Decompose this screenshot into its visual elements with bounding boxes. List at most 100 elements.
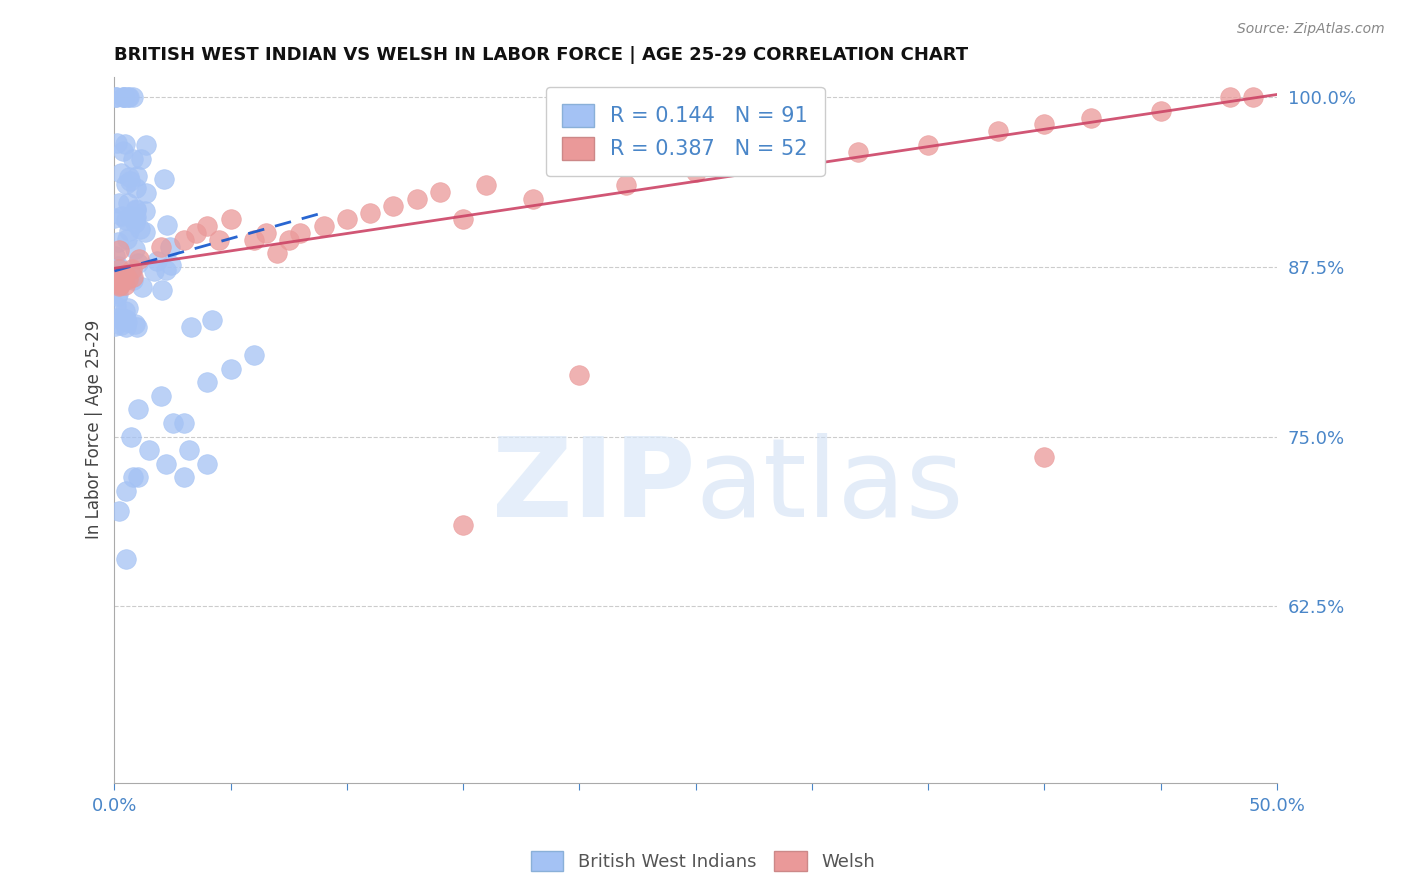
Point	[800, 151, 823, 165]
Point	[149, 239, 172, 253]
Point	[105, 289, 128, 303]
Point	[1219, 90, 1241, 104]
Point	[987, 124, 1010, 138]
Point	[155, 263, 177, 277]
Point	[124, 216, 146, 230]
Point	[117, 90, 139, 104]
Point	[475, 178, 498, 193]
Point	[114, 271, 136, 285]
Point	[197, 219, 219, 234]
Point	[754, 158, 776, 172]
Point	[121, 261, 143, 276]
Point	[114, 136, 136, 151]
Point	[150, 284, 173, 298]
Point	[290, 226, 312, 240]
Point	[254, 226, 277, 240]
Point	[127, 402, 149, 417]
Point	[103, 211, 125, 225]
Point	[1033, 450, 1056, 464]
Point	[219, 361, 242, 376]
Point	[111, 311, 134, 326]
Point	[197, 376, 219, 390]
Point	[105, 310, 128, 325]
Point	[145, 254, 167, 268]
Point	[124, 211, 146, 225]
Point	[122, 152, 145, 166]
Y-axis label: In Labor Force | Age 25-29: In Labor Force | Age 25-29	[86, 320, 103, 540]
Point	[112, 90, 135, 104]
Point	[127, 256, 149, 270]
Point	[201, 313, 224, 327]
Point	[114, 277, 136, 292]
Point	[122, 270, 145, 285]
Point	[135, 138, 157, 153]
Point	[451, 212, 474, 227]
Point	[173, 416, 195, 430]
Point	[127, 470, 149, 484]
Point	[120, 267, 142, 281]
Point	[104, 90, 127, 104]
Point	[1149, 103, 1171, 118]
Point	[266, 246, 288, 260]
Point	[173, 470, 195, 484]
Point	[685, 165, 707, 179]
Point	[118, 170, 141, 185]
Point	[115, 320, 138, 334]
Text: Source: ZipAtlas.com: Source: ZipAtlas.com	[1237, 22, 1385, 37]
Point	[115, 551, 138, 566]
Point	[917, 137, 939, 152]
Point	[125, 180, 148, 194]
Point	[107, 287, 129, 301]
Point	[108, 262, 131, 277]
Point	[111, 144, 134, 158]
Point	[127, 169, 149, 183]
Point	[336, 212, 359, 227]
Point	[112, 90, 135, 104]
Point	[107, 278, 129, 293]
Point	[138, 443, 160, 458]
Point	[117, 272, 139, 286]
Point	[219, 212, 242, 227]
Point	[114, 267, 136, 281]
Point	[118, 209, 141, 223]
Point	[197, 457, 219, 471]
Point	[846, 145, 869, 159]
Point	[115, 483, 138, 498]
Point	[149, 389, 172, 403]
Point	[1243, 90, 1265, 104]
Point	[129, 222, 152, 236]
Point	[104, 90, 127, 104]
Point	[177, 443, 200, 458]
Point	[152, 172, 174, 186]
Point	[118, 271, 141, 285]
Text: ZIP: ZIP	[492, 433, 696, 540]
Point	[162, 416, 184, 430]
Point	[405, 192, 427, 206]
Point	[522, 192, 544, 206]
Point	[114, 303, 136, 318]
Point	[117, 195, 139, 210]
Point	[125, 202, 148, 216]
Point	[429, 186, 451, 200]
Point	[118, 224, 141, 238]
Point	[129, 153, 152, 167]
Point	[115, 311, 138, 326]
Point	[1080, 111, 1102, 125]
Point	[122, 272, 145, 286]
Point	[208, 233, 231, 247]
Point	[108, 244, 131, 258]
Point	[135, 186, 157, 201]
Point	[105, 299, 128, 313]
Point	[107, 277, 129, 292]
Point	[111, 90, 134, 104]
Point	[155, 457, 177, 471]
Point	[243, 348, 266, 362]
Point	[312, 219, 335, 234]
Point	[180, 320, 202, 334]
Point	[110, 318, 132, 333]
Point	[118, 90, 141, 104]
Point	[125, 202, 148, 217]
Legend: British West Indians, Welsh: British West Indians, Welsh	[523, 844, 883, 879]
Point	[127, 319, 149, 334]
Point	[118, 174, 141, 188]
